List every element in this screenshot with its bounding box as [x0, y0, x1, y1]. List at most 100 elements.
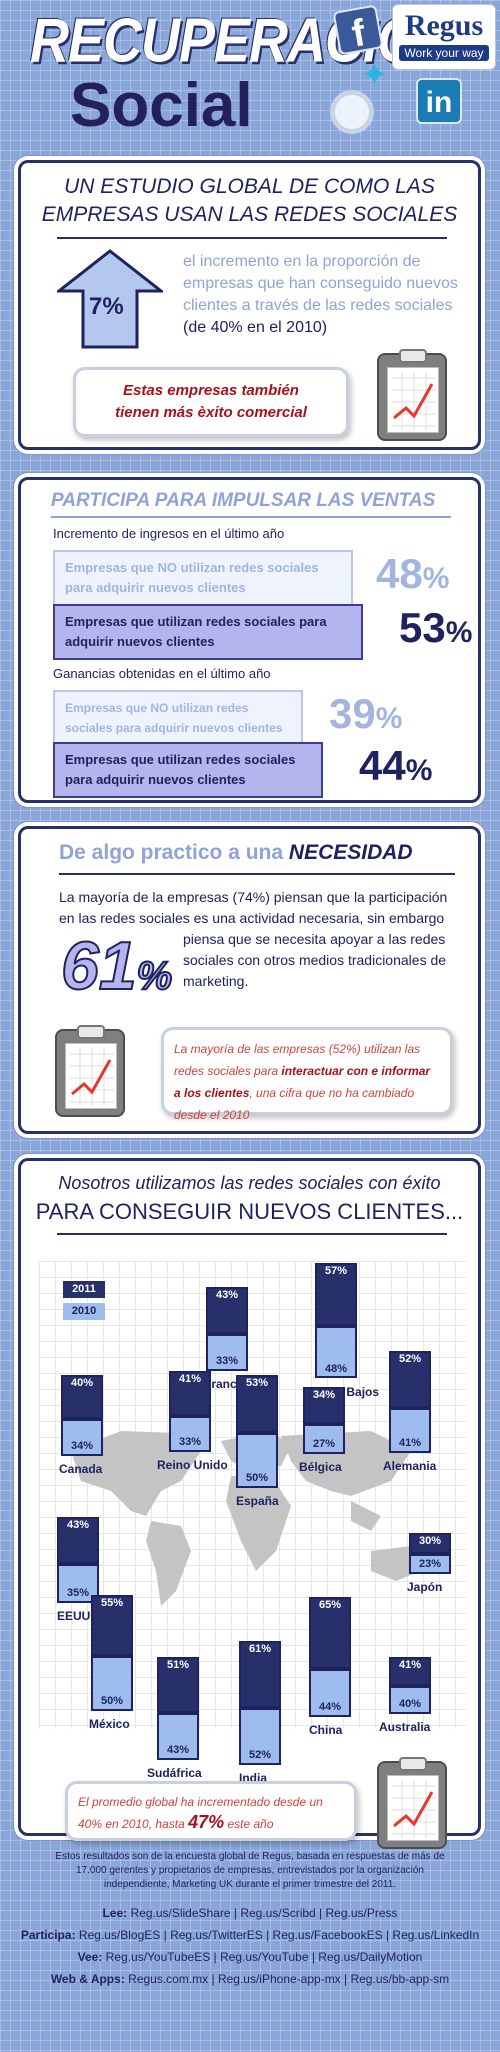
- revenue-no-social-bar: Empresas que NO utilizan redes sociales …: [53, 550, 353, 606]
- average-bubble-text: El promedio global ha incrementado desde…: [78, 1795, 323, 1832]
- revenue-social-value: 53%: [399, 604, 472, 652]
- average-bubble-b: 47%: [188, 1812, 225, 1832]
- necessity-text1: La mayoría de la empresas (74%) piensan …: [59, 889, 448, 926]
- footer-participa-links[interactable]: Reg.us/BlogES | Reg.us/TwitterES | Reg.u…: [75, 1928, 480, 1942]
- increase-desc-text: el incremento en la proporción de empres…: [183, 253, 458, 314]
- revenue-label: Incremento de ingresos en el último año: [53, 526, 285, 541]
- average-bubble-c: este año: [224, 1817, 274, 1831]
- regus-logo-name: Regus: [404, 9, 484, 42]
- bar-2010: [389, 1408, 431, 1454]
- bar-2010: [61, 1419, 103, 1457]
- pct-sign: %: [375, 702, 403, 735]
- pct-sign: %: [405, 754, 433, 787]
- average-bubble: El promedio global ha incrementado desde…: [65, 1781, 357, 1841]
- study-heading: UN ESTUDIO GLOBAL DE COMO LAS EMPRESAS U…: [21, 173, 478, 229]
- footer-web-row: Web & Apps: Regus.com.mx | Reg.us/iPhone…: [0, 1972, 500, 1986]
- necessity-big-value: 61%: [60, 927, 174, 1005]
- bar-2010-label: 43%: [166, 1744, 190, 1757]
- countries-panel: Nosotros utilizamos las redes sociales c…: [18, 1158, 481, 1849]
- success-bubble-line2: tienen más èxito comercial: [115, 404, 307, 421]
- bar-2011-label: 34%: [312, 1389, 336, 1401]
- up-arrow-icon: [57, 249, 163, 349]
- country-name: Canada: [59, 1462, 103, 1477]
- bar-2010: [206, 1334, 248, 1371]
- country-name: Bélgica: [299, 1460, 342, 1475]
- bar-2011-label: 43%: [66, 1519, 90, 1531]
- profit-social-number: 44: [359, 742, 406, 789]
- bar-2011: [169, 1371, 211, 1417]
- footer-participa-label: Participa:: [20, 1928, 76, 1942]
- bar-2011: [389, 1657, 431, 1686]
- bar-2011-label: 30%: [418, 1535, 442, 1547]
- bar-2011: [303, 1387, 345, 1425]
- country-name: Sudáfrica: [147, 1766, 202, 1781]
- interaction-bubble-text: La mayoría de las empresas (52%) utiliza…: [174, 1042, 430, 1122]
- bar-2010-label: 35%: [66, 1586, 90, 1599]
- increase-value: 7%: [89, 293, 124, 320]
- bar-2010: [303, 1424, 345, 1455]
- regus-logo-tag: Work your way: [399, 45, 489, 61]
- bar-2010: [157, 1713, 199, 1761]
- bar-2011-label: 55%: [100, 1597, 124, 1609]
- increase-description: el incremento en la proporción de empres…: [183, 251, 473, 339]
- countries-heading2: PARA CONSEGUIR NUEVOS CLIENTES...: [35, 1199, 464, 1224]
- sales-heading: PARTICIPA PARA IMPULSAR LAS VENTAS: [51, 490, 436, 511]
- bar-2011-label: 41%: [398, 1659, 422, 1671]
- bar-2011: [57, 1517, 99, 1565]
- necessity-heading: De algo practico a una NECESIDAD: [59, 841, 413, 865]
- title-line2: Social: [70, 71, 253, 140]
- pct-sign: %: [136, 953, 174, 999]
- bar-2010: [57, 1564, 99, 1603]
- necessity-big-number: 61: [60, 927, 138, 1005]
- bar-2011-label: 41%: [178, 1373, 202, 1385]
- footer-participa-row: Participa: Reg.us/BlogES | Reg.us/Twitte…: [0, 1928, 500, 1942]
- bar-2010-label: 23%: [418, 1558, 442, 1570]
- increase-desc-note: (de 40% en el 2010): [183, 319, 328, 336]
- divider: [57, 1233, 447, 1235]
- footer-vee-row: Vee: Reg.us/YouTubeES | Reg.us/YouTube |…: [0, 1950, 500, 1964]
- study-panel: UN ESTUDIO GLOBAL DE COMO LAS EMPRESAS U…: [18, 160, 481, 450]
- bar-2010: [169, 1416, 211, 1453]
- bar-2010-label: 50%: [245, 1472, 269, 1485]
- bar-2010-label: 44%: [318, 1700, 342, 1713]
- country-name: Australia: [379, 1719, 431, 1734]
- footer-vee-label: Vee:: [77, 1950, 103, 1964]
- bar-2010-label: 34%: [70, 1440, 94, 1453]
- country-name: Japón: [407, 1580, 443, 1594]
- wheelchair-icon: [330, 90, 374, 134]
- bar-2010-label: 50%: [100, 1694, 124, 1707]
- country-name: EEUU: [57, 1608, 91, 1623]
- bar-2011-label: 40%: [70, 1377, 94, 1389]
- countries-heading1: Nosotros utilizamos las redes sociales c…: [58, 1173, 441, 1193]
- bar-2010: [409, 1554, 451, 1574]
- legend-2010: 2010: [63, 1303, 105, 1320]
- clipboard-chart-icon: [377, 1757, 447, 1849]
- bar-2010: [309, 1668, 351, 1717]
- success-bubble-line1: Estas empresas también: [123, 382, 299, 399]
- bar-2011-label: 53%: [245, 1377, 269, 1389]
- study-heading-line1: UN ESTUDIO GLOBAL DE COMO LAS: [64, 175, 435, 198]
- bar-2011: [61, 1375, 103, 1419]
- bar-2011: [206, 1287, 248, 1335]
- bar-2011-label: 57%: [324, 1265, 348, 1277]
- pct-sign: %: [422, 562, 450, 595]
- necessity-text2: piensa que se necesita apoyar a las rede…: [183, 931, 447, 989]
- necessity-heading-light: De algo practico a una: [59, 841, 289, 864]
- clipboard-chart-icon: [55, 1025, 125, 1117]
- bar-2010-label: 27%: [312, 1438, 336, 1451]
- pct-sign: %: [445, 616, 473, 649]
- divider: [59, 873, 455, 875]
- bar-2010-label: 40%: [398, 1697, 422, 1710]
- bar-2010-label: 48%: [324, 1362, 348, 1375]
- footer-vee-links[interactable]: Reg.us/YouTubeES | Reg.us/YouTube | Reg.…: [102, 1950, 423, 1964]
- footer-web-links[interactable]: Regus.com.mx | Reg.us/iPhone-app-mx | Re…: [124, 1972, 450, 1986]
- bar-2011: [91, 1595, 133, 1656]
- linkedin-icon: in: [416, 78, 462, 124]
- bar-2010: [389, 1685, 431, 1714]
- bar-2011: [309, 1597, 351, 1669]
- bar-2010: [239, 1708, 281, 1766]
- bar-2010-label: 41%: [398, 1437, 422, 1450]
- footer-lee-links[interactable]: Reg.us/SlideShare | Reg.us/Scribd | Reg.…: [127, 1906, 398, 1920]
- country-name: España: [236, 1494, 279, 1509]
- country-name: Alemania: [383, 1459, 437, 1474]
